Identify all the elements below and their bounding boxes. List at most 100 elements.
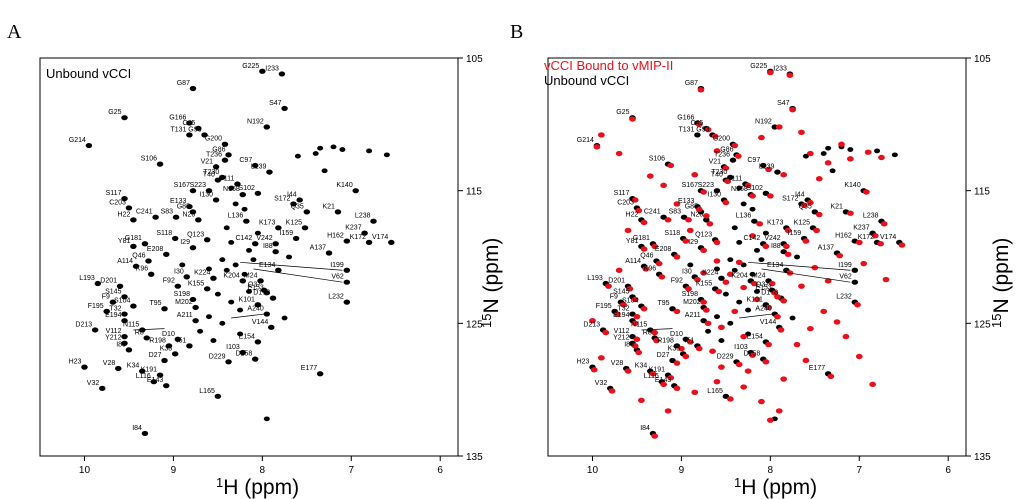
peak-label: D213 xyxy=(583,321,600,328)
peak-unbound xyxy=(203,237,211,243)
peak-bound xyxy=(602,329,610,336)
peak-bound xyxy=(695,121,703,128)
peak-bound xyxy=(649,371,657,377)
peak-bound xyxy=(740,384,748,390)
peak-unbound xyxy=(263,124,271,130)
peak-unbound xyxy=(225,152,232,158)
peak-bound xyxy=(697,87,705,93)
peak-label: C203 xyxy=(617,199,634,206)
peak-unbound xyxy=(186,343,193,349)
peak-label: H22 xyxy=(626,211,639,218)
peak-label: S106 xyxy=(141,156,157,163)
peak-unbound xyxy=(246,289,252,294)
peak-bound xyxy=(624,368,632,374)
peak-label: T230 xyxy=(203,169,219,176)
peak-bound xyxy=(765,166,772,173)
legend-bound-b: vCCI Bound to vMIP-II xyxy=(544,58,673,73)
peak-bound xyxy=(798,129,805,135)
peak-label: I29 xyxy=(180,239,190,246)
peak-label: E154 xyxy=(239,333,255,340)
peak-label: D201 xyxy=(100,278,117,285)
peak-label: S223 xyxy=(190,182,206,189)
peak-label: S145 xyxy=(613,288,629,295)
peak-label: S118 xyxy=(664,230,680,237)
peak-bound xyxy=(762,359,770,365)
peak-unbound xyxy=(165,343,173,349)
peak-bound xyxy=(749,233,756,239)
peak-label: R198 xyxy=(149,337,166,344)
peak-bound xyxy=(715,288,723,295)
peak-label: A211 xyxy=(177,312,193,319)
peak-label: T95 xyxy=(149,300,161,307)
peak-label: S198 xyxy=(174,291,190,298)
y-tick-label: 115 xyxy=(466,187,482,198)
x-axis-title-main-b: H (ppm) xyxy=(741,476,817,499)
peak-label: A240 xyxy=(755,306,771,313)
peak-bound xyxy=(655,260,663,267)
peak-label: Q46 xyxy=(132,252,145,259)
peak-bound xyxy=(597,132,605,138)
peak-label: D229 xyxy=(209,353,226,360)
peak-label: K172 xyxy=(858,234,874,241)
peak-unbound xyxy=(713,266,720,272)
peak-label: S104 xyxy=(622,298,638,305)
peak-label: K172 xyxy=(350,234,366,241)
peak-unbound xyxy=(121,311,128,317)
peak-label: G214 xyxy=(69,137,86,144)
peak-bound xyxy=(673,360,681,366)
peak-label: E208 xyxy=(147,246,163,253)
peak-label: M24 xyxy=(244,272,258,279)
peak-unbound xyxy=(745,307,752,313)
peak-label: E194 xyxy=(105,312,121,319)
peak-bound xyxy=(597,355,605,361)
peak-label: L193 xyxy=(79,275,95,282)
peak-unbound xyxy=(192,318,199,324)
peak-label: V174 xyxy=(880,234,896,241)
peak-label: H23 xyxy=(69,359,82,366)
peak-label: I44 xyxy=(795,191,805,198)
peak-unbound xyxy=(718,338,725,343)
peak-unbound xyxy=(205,188,213,194)
peak-unbound xyxy=(115,365,122,372)
peak-unbound xyxy=(759,162,767,169)
peak-label: D178 xyxy=(761,290,778,297)
peak-label: L238 xyxy=(863,213,879,220)
peak-unbound xyxy=(91,327,99,333)
peak-label: K101 xyxy=(747,296,763,303)
peak-bound xyxy=(590,367,598,373)
peak-unbound xyxy=(156,372,164,378)
peak-bound xyxy=(878,154,885,161)
peak-bound xyxy=(722,165,730,171)
peak-unbound xyxy=(263,311,271,317)
peak-label: K204 xyxy=(223,272,239,279)
peak-label: G25 xyxy=(616,109,629,116)
peak-bound xyxy=(640,246,648,252)
leader-line xyxy=(641,328,673,331)
peak-label: C97 xyxy=(747,157,760,164)
peak-unbound xyxy=(312,151,319,156)
peak-bound xyxy=(749,193,756,199)
peak-unbound xyxy=(228,185,235,191)
peak-label: I233 xyxy=(773,65,787,72)
peak-bound xyxy=(815,176,823,182)
peak-unbound xyxy=(749,206,756,212)
peak-label: E177 xyxy=(301,365,317,372)
peak-bound xyxy=(718,364,725,370)
peak-label: E194 xyxy=(613,312,629,319)
peaks-a xyxy=(81,68,395,437)
peak-unbound xyxy=(232,201,239,207)
peak-label: S167 xyxy=(682,182,698,189)
peak-label: L116 xyxy=(136,373,151,380)
peak-label: L193 xyxy=(587,275,603,282)
peak-bound xyxy=(635,349,643,356)
peak-bound xyxy=(722,199,730,206)
peak-label: C142 xyxy=(743,235,760,242)
peak-unbound xyxy=(789,315,796,321)
peak-bound xyxy=(771,290,779,296)
peak-label: R198 xyxy=(657,337,674,344)
x-axis-title-b: 1H (ppm) xyxy=(734,475,817,499)
peak-unbound xyxy=(352,188,359,194)
peak-label: Q35 xyxy=(291,203,304,210)
peak-label: V174 xyxy=(372,234,388,241)
peak-unbound xyxy=(246,247,252,253)
